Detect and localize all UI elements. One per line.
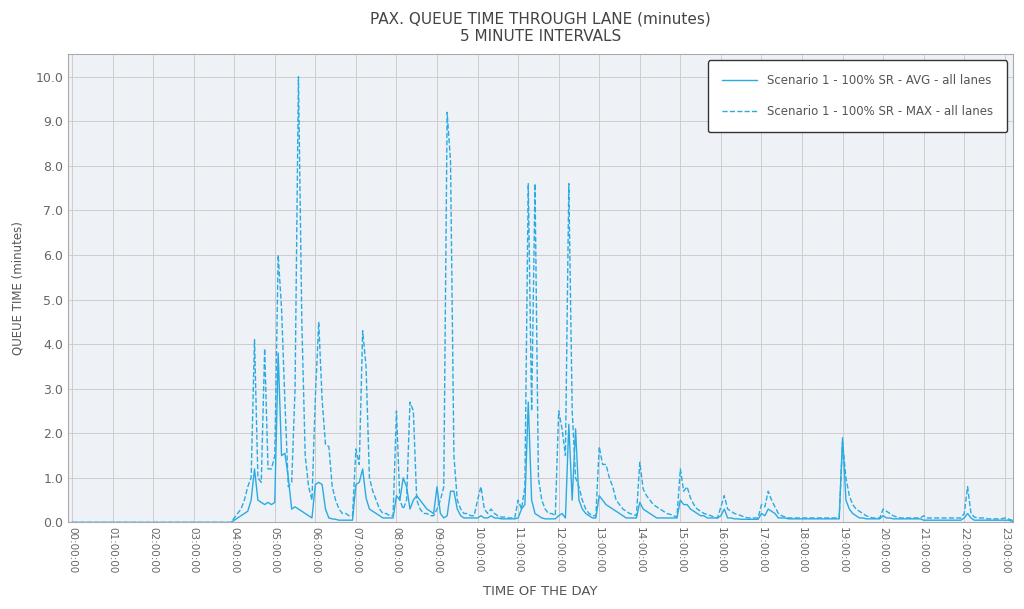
Scenario 1 - 100% SR - MAX - all lanes xyxy=(925,515,937,522)
X-axis label: TIME OF THE DAY: TIME OF THE DAY xyxy=(483,585,598,598)
Legend: Scenario 1 - 100% SR - AVG - all lanes, Scenario 1 - 100% SR - MAX - all lanes: Scenario 1 - 100% SR - AVG - all lanes, … xyxy=(708,60,1007,132)
Scenario 1 - 100% SR - AVG - all lanes xyxy=(954,516,967,524)
Scenario 1 - 100% SR - AVG - all lanes xyxy=(559,515,571,522)
Y-axis label: QUEUE TIME (minutes): QUEUE TIME (minutes) xyxy=(11,222,25,355)
Scenario 1 - 100% SR - MAX - all lanes xyxy=(559,452,571,459)
Line: Scenario 1 - 100% SR - AVG - all lanes: Scenario 1 - 100% SR - AVG - all lanes xyxy=(72,353,1024,523)
Scenario 1 - 100% SR - AVG - all lanes xyxy=(151,519,163,526)
Scenario 1 - 100% SR - MAX - all lanes xyxy=(66,519,78,526)
Line: Scenario 1 - 100% SR - MAX - all lanes: Scenario 1 - 100% SR - MAX - all lanes xyxy=(72,77,1024,523)
Scenario 1 - 100% SR - AVG - all lanes xyxy=(925,516,937,524)
Scenario 1 - 100% SR - AVG - all lanes xyxy=(884,515,896,522)
Title: PAX. QUEUE TIME THROUGH LANE (minutes)
5 MINUTE INTERVALS: PAX. QUEUE TIME THROUGH LANE (minutes) 5… xyxy=(370,11,711,43)
Scenario 1 - 100% SR - MAX - all lanes xyxy=(901,515,913,522)
Scenario 1 - 100% SR - AVG - all lanes xyxy=(901,515,913,523)
Scenario 1 - 100% SR - AVG - all lanes xyxy=(272,350,285,357)
Scenario 1 - 100% SR - MAX - all lanes xyxy=(884,510,896,517)
Scenario 1 - 100% SR - MAX - all lanes xyxy=(151,519,163,526)
Scenario 1 - 100% SR - MAX - all lanes xyxy=(954,515,967,522)
Scenario 1 - 100% SR - AVG - all lanes xyxy=(66,519,78,526)
Scenario 1 - 100% SR - MAX - all lanes xyxy=(292,73,304,80)
